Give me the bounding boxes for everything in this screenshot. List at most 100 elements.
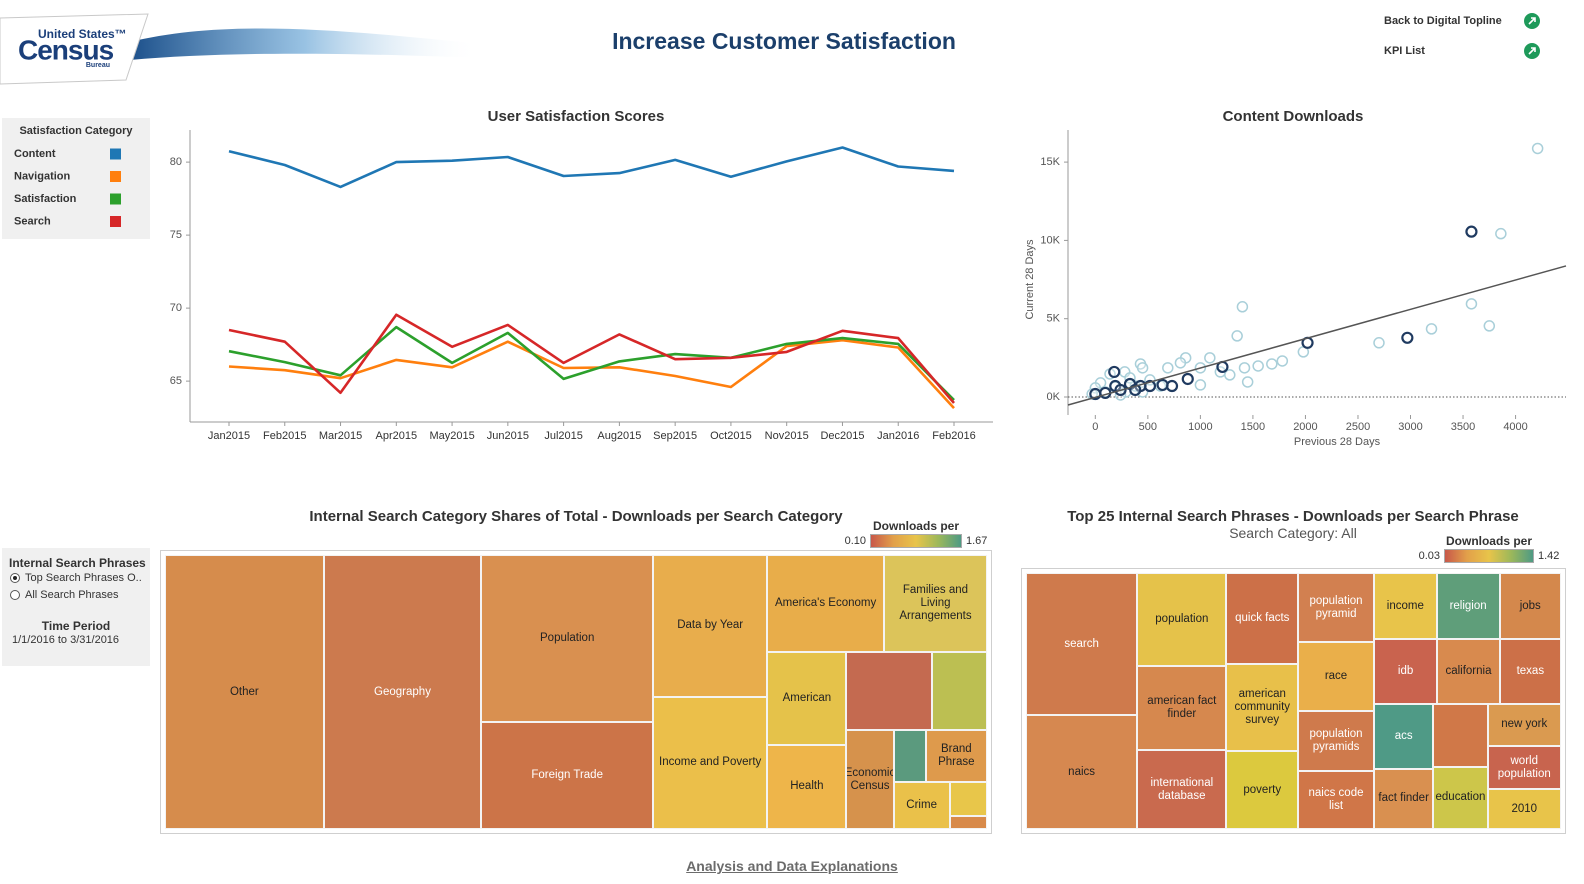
nav-link[interactable]: KPI List	[1384, 45, 1425, 57]
treemap-label: american community survey	[1234, 688, 1291, 727]
treemap-label: acs	[1394, 729, 1413, 742]
treemap-label: race	[1324, 670, 1348, 683]
treemap-label: Economic Census	[846, 766, 894, 792]
legend-title: Satisfaction Category	[19, 125, 133, 137]
scatter-point	[1483, 320, 1496, 332]
treemap-label: American	[782, 692, 832, 705]
treemap-cell: california	[1437, 639, 1500, 704]
treemap-cell: Foreign Trade	[481, 722, 654, 829]
x-tick-label: 3000	[1398, 421, 1422, 433]
x-tick-label: Jan2016	[877, 430, 919, 442]
treemap-label: population pyramid	[1309, 594, 1363, 620]
color-legend-max: 1.67	[966, 535, 988, 547]
treemap-cell: naics	[1026, 715, 1138, 829]
treemap-label: texas	[1516, 664, 1545, 677]
scatter-point	[1136, 362, 1149, 374]
treemap-label: income	[1386, 599, 1424, 612]
treemap-cell: America's Economy	[767, 555, 884, 653]
nav-link[interactable]: Back to Digital Topline	[1384, 15, 1502, 27]
treemap-label: religion	[1449, 599, 1487, 612]
x-axis-title: Previous 28 Days	[1294, 436, 1381, 448]
x-tick-label: Nov2015	[765, 430, 809, 442]
x-tick-label: Feb2015	[263, 430, 306, 442]
treemap-cell	[893, 730, 926, 783]
line-series	[228, 338, 955, 409]
radio-label[interactable]: Top Search Phrases O..	[25, 572, 142, 584]
radio-button[interactable]	[10, 573, 20, 583]
chart-title: User Satisfaction Scores	[488, 108, 665, 125]
scatter-point	[1174, 357, 1187, 369]
treemap-label: Income and Poverty	[659, 756, 762, 769]
x-tick-label: May2015	[429, 430, 474, 442]
line-series	[228, 325, 955, 402]
treemap-label: fact finder	[1378, 792, 1429, 805]
treemap-cell	[949, 782, 987, 817]
scatter-point	[1194, 379, 1207, 391]
y-tick-label: 0K	[1047, 391, 1061, 403]
line-series	[228, 146, 955, 189]
treemap-cell: world population	[1487, 746, 1561, 790]
treemap-cell: Income and Poverty	[653, 696, 768, 829]
treemap-cell: Other	[165, 555, 324, 829]
treemap-label: population pyramids	[1309, 727, 1363, 753]
treemap-cell: acs	[1373, 703, 1434, 769]
link-icon[interactable]	[1524, 43, 1540, 59]
trend-line	[1067, 265, 1567, 406]
scatter-point	[1373, 337, 1385, 349]
scatter-point	[1238, 362, 1251, 374]
treemap-cell: Economic Census	[846, 730, 894, 829]
y-axis-title: Current 28 Days	[1024, 239, 1036, 320]
color-legend-max: 1.42	[1538, 550, 1560, 562]
x-tick-label: Oct2015	[710, 430, 752, 442]
treemap-cell: quick facts	[1226, 573, 1299, 664]
treemap-cell: naics code list	[1298, 771, 1374, 829]
footer-link[interactable]: Analysis and Data Explanations	[686, 858, 898, 874]
treemap-cell: idb	[1373, 639, 1438, 704]
scatter-point	[1252, 360, 1264, 372]
scatter-point	[1108, 365, 1121, 379]
treemap-label: Population	[540, 632, 595, 644]
scatter-point	[1465, 225, 1478, 238]
legend-panel	[2, 118, 150, 239]
treemap-label: education	[1435, 791, 1486, 804]
treemap-label: naics code list	[1308, 787, 1364, 813]
treemap-label: population	[1155, 613, 1209, 626]
legend-label: Content	[14, 148, 56, 160]
radio-button[interactable]	[10, 590, 20, 600]
treemap-cell: search	[1026, 573, 1138, 716]
treemap-label: Foreign Trade	[531, 769, 603, 781]
scatter-point	[1224, 369, 1236, 381]
treemap-label: international database	[1150, 776, 1214, 802]
radio-option[interactable]: Top Search Phrases O..	[10, 572, 142, 584]
chart-title: Internal Search Category Shares of Total…	[309, 508, 843, 525]
filter-panel	[2, 548, 150, 666]
line-series	[228, 313, 955, 404]
radio-label[interactable]: All Search Phrases	[25, 589, 119, 601]
treemap-label: 2010	[1511, 802, 1538, 815]
treemap-label: new york	[1501, 718, 1548, 731]
treemap-label: Brand Phrase	[938, 743, 975, 769]
scatter-point	[1276, 355, 1289, 367]
color-legend-min: 0.10	[844, 535, 866, 547]
treemap-cell: 2010	[1487, 789, 1561, 829]
treemap-label: poverty	[1243, 783, 1282, 796]
x-tick-label: Feb2016	[932, 430, 975, 442]
x-tick-label: Aug2015	[597, 430, 641, 442]
logo-card	[0, 13, 149, 85]
treemap-cell: Population	[481, 555, 654, 722]
y-tick-label: 5K	[1047, 313, 1061, 325]
treemap-cell: Health	[767, 744, 847, 829]
treemap-label: idb	[1397, 664, 1414, 677]
scatter-point	[1181, 372, 1194, 386]
treemap-cell	[949, 816, 987, 829]
treemap-cell: american community survey	[1226, 663, 1299, 752]
treemap-cell: religion	[1436, 573, 1500, 640]
treemap-cell: american fact finder	[1137, 666, 1227, 751]
treemap-cell: Geography	[323, 555, 482, 829]
radio-option[interactable]: All Search Phrases	[10, 589, 119, 601]
link-icon[interactable]	[1524, 13, 1540, 29]
logo-swoosh	[130, 28, 480, 60]
treemap-cell: income	[1373, 573, 1437, 640]
